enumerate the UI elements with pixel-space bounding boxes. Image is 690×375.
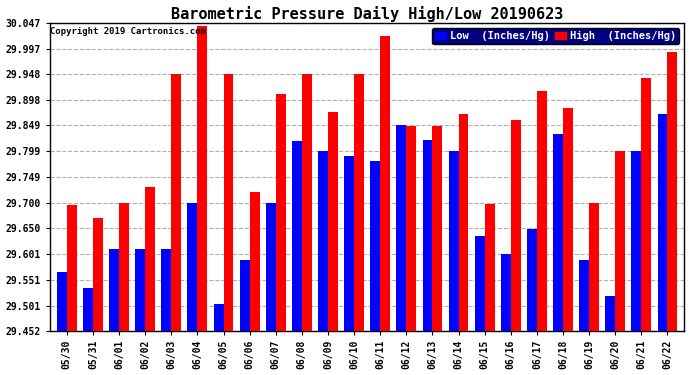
Bar xyxy=(563,108,573,331)
Bar xyxy=(527,230,537,331)
Bar xyxy=(344,156,354,331)
Bar xyxy=(224,74,233,331)
Bar xyxy=(589,202,599,331)
Bar xyxy=(302,74,312,331)
Legend: Low  (Inches/Hg), High  (Inches/Hg): Low (Inches/Hg), High (Inches/Hg) xyxy=(433,28,679,44)
Bar xyxy=(396,125,406,331)
Bar xyxy=(171,74,181,331)
Bar xyxy=(615,151,625,331)
Bar xyxy=(161,249,171,331)
Bar xyxy=(145,187,155,331)
Bar xyxy=(484,204,495,331)
Bar xyxy=(641,78,651,331)
Bar xyxy=(459,114,469,331)
Bar xyxy=(511,120,521,331)
Bar xyxy=(119,202,129,331)
Bar xyxy=(501,254,511,331)
Bar xyxy=(67,205,77,331)
Bar xyxy=(371,161,380,331)
Bar xyxy=(239,260,250,331)
Bar xyxy=(667,52,678,331)
Bar xyxy=(188,202,197,331)
Bar xyxy=(553,134,563,331)
Bar xyxy=(109,249,119,331)
Bar xyxy=(422,140,433,331)
Bar xyxy=(605,296,615,331)
Bar xyxy=(658,114,667,331)
Bar xyxy=(406,126,416,331)
Bar xyxy=(433,126,442,331)
Bar xyxy=(57,273,67,331)
Bar xyxy=(276,94,286,331)
Bar xyxy=(292,141,302,331)
Bar xyxy=(579,260,589,331)
Bar xyxy=(448,151,459,331)
Title: Barometric Pressure Daily High/Low 20190623: Barometric Pressure Daily High/Low 20190… xyxy=(171,6,563,21)
Bar xyxy=(83,288,93,331)
Bar xyxy=(93,218,103,331)
Bar xyxy=(328,112,338,331)
Bar xyxy=(318,151,328,331)
Bar xyxy=(380,36,390,331)
Bar xyxy=(135,249,145,331)
Bar xyxy=(354,74,364,331)
Bar xyxy=(214,304,224,331)
Text: Copyright 2019 Cartronics.com: Copyright 2019 Cartronics.com xyxy=(50,27,206,36)
Bar xyxy=(475,236,484,331)
Bar xyxy=(631,151,641,331)
Bar xyxy=(197,26,207,331)
Bar xyxy=(250,192,259,331)
Bar xyxy=(266,202,276,331)
Bar xyxy=(537,91,546,331)
